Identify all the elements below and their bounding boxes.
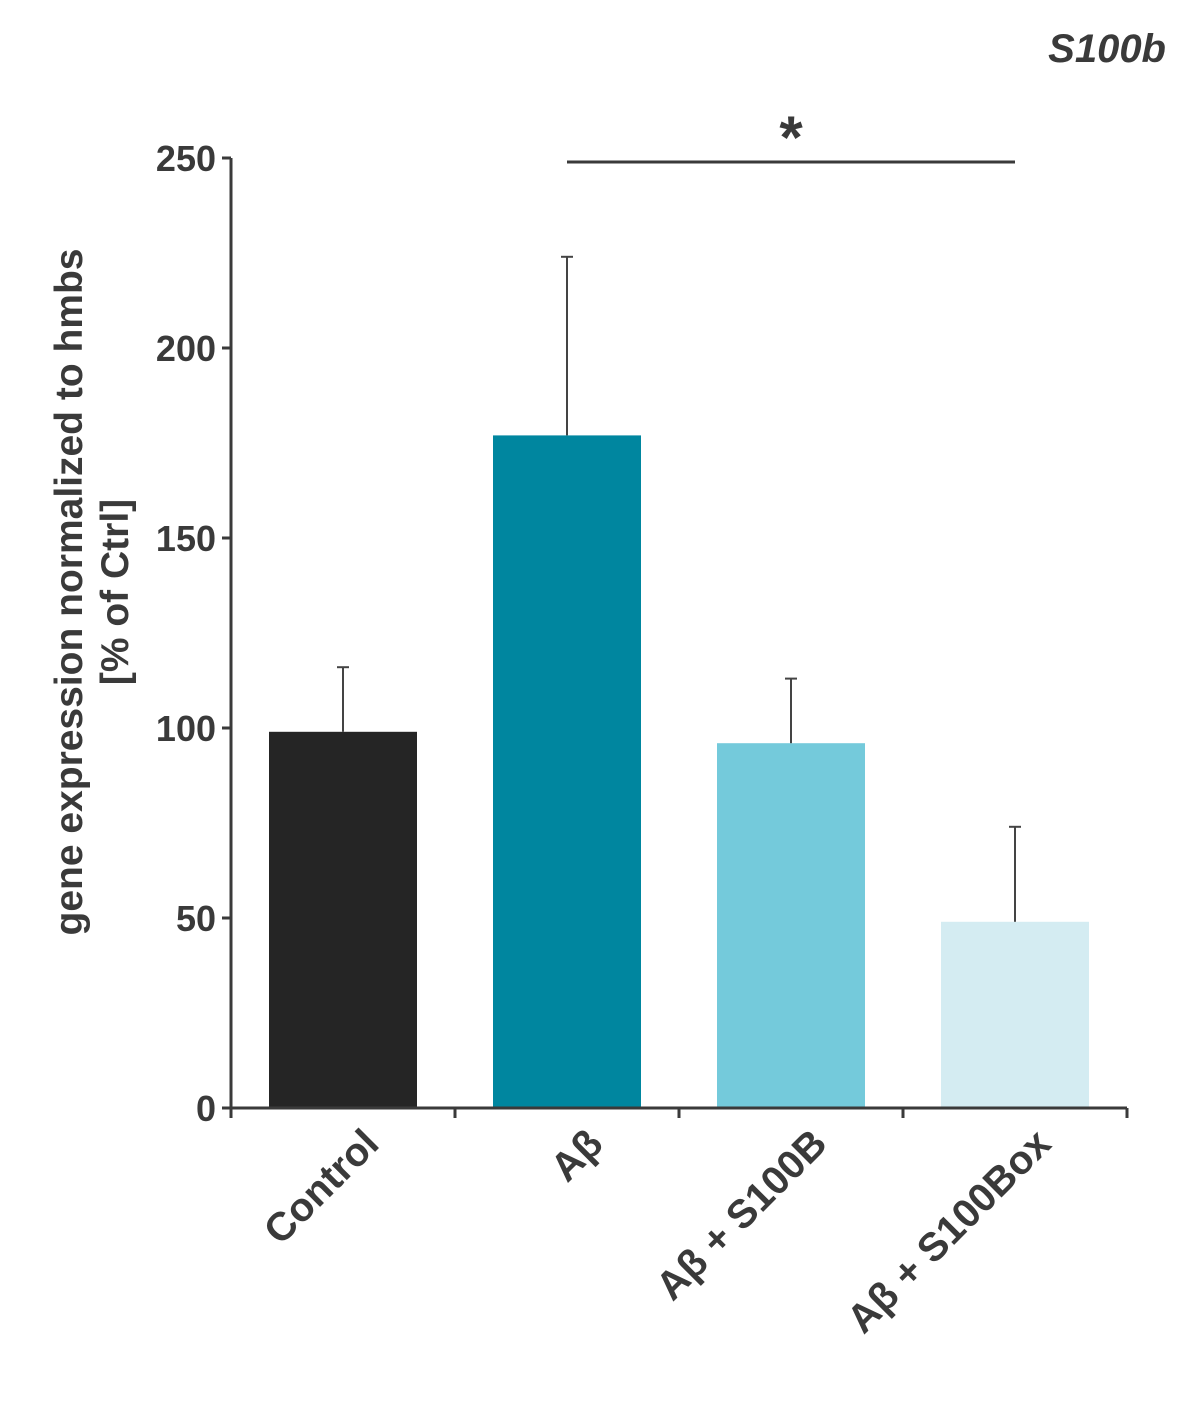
y-tick-label: 150 [156, 518, 216, 559]
x-tick-label: Aβ + S100Box [839, 1121, 1060, 1342]
y-axis-title: gene expression normalized to hmbs [% of… [48, 249, 137, 936]
y-axis-title-line2: [% of Ctrl] [94, 499, 137, 685]
bar [493, 435, 641, 1108]
bar [941, 921, 1089, 1108]
chart-title: S100b [1048, 27, 1166, 71]
x-tick-label: Control [256, 1121, 388, 1253]
x-axis: Control Aβ Aβ + S100B Aβ + S100Box [229, 1106, 1129, 1342]
y-axis-title-line1: gene expression normalized to hmbs [48, 249, 91, 936]
significance-asterisk: * [779, 104, 803, 171]
y-tick-label: 250 [156, 138, 216, 179]
x-tick-label: Aβ [543, 1121, 612, 1190]
bar [269, 731, 417, 1108]
x-tick-label: Aβ + S100B [648, 1121, 836, 1309]
error-bars [337, 255, 1021, 922]
y-tick-label: 100 [156, 708, 216, 749]
significance-annotations: * [567, 104, 1015, 171]
y-tick-label: 200 [156, 328, 216, 369]
bars [269, 435, 1089, 1108]
y-tick-label: 0 [196, 1088, 216, 1129]
y-tick-label: 50 [176, 898, 216, 939]
y-axis: 0 50 100 150 200 250 [156, 138, 233, 1129]
bar [717, 743, 865, 1108]
